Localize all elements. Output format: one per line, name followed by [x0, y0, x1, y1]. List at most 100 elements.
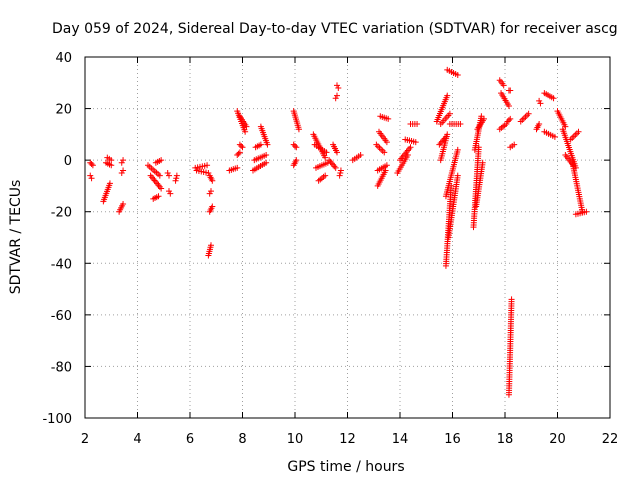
data-point — [322, 172, 329, 179]
data-point — [569, 134, 576, 141]
data-point — [118, 159, 125, 166]
data-point — [446, 110, 453, 117]
data-point — [155, 193, 162, 200]
data-point — [235, 150, 242, 157]
data-point — [290, 141, 297, 148]
x-tick-label: 18 — [497, 432, 514, 447]
data-point — [238, 142, 245, 149]
x-tick-label: 14 — [392, 432, 409, 447]
data-point — [236, 141, 243, 148]
data-point — [379, 147, 386, 154]
data-point — [507, 87, 514, 94]
data-point — [332, 95, 339, 102]
plot-frame — [84, 56, 611, 419]
data-point — [173, 172, 180, 179]
data-point — [524, 112, 531, 119]
data-point — [204, 162, 211, 169]
data-point — [500, 82, 507, 89]
x-axis-label: GPS time / hours — [287, 459, 404, 475]
y-tick-label: -20 — [51, 206, 72, 221]
data-point — [383, 139, 390, 146]
x-tick-label: 8 — [238, 432, 246, 447]
data-point — [87, 172, 94, 179]
data-point — [208, 242, 214, 249]
x-tick-label: 4 — [133, 432, 141, 447]
data-point — [385, 115, 392, 122]
y-tick-label: 40 — [55, 51, 72, 66]
data-point — [357, 151, 364, 158]
data-point — [537, 100, 544, 107]
data-point — [164, 170, 171, 177]
data-point — [583, 208, 590, 215]
data-point — [562, 123, 569, 130]
data-point — [166, 188, 172, 195]
data-point — [205, 170, 212, 177]
data-point — [324, 159, 331, 166]
data-point — [570, 133, 577, 140]
data-point — [575, 128, 582, 135]
data-point — [208, 188, 214, 195]
data-point — [573, 130, 580, 137]
data-point — [373, 141, 380, 148]
x-tick-label: 6 — [186, 432, 194, 447]
data-point — [257, 141, 264, 148]
data-point — [454, 72, 461, 79]
grid — [84, 56, 611, 419]
data-point — [505, 102, 512, 109]
data-point — [444, 92, 451, 99]
data-point — [383, 162, 390, 169]
y-tick-label: -60 — [51, 309, 72, 324]
data-point — [120, 200, 127, 207]
data-point — [407, 144, 414, 151]
data-point — [478, 113, 485, 120]
data-point — [263, 159, 270, 166]
x-tick-label: 12 — [339, 432, 356, 447]
chart-title: Day 059 of 2024, Sidereal Day-to-day VTE… — [52, 21, 618, 37]
data-point — [106, 180, 113, 187]
data-point — [87, 159, 94, 166]
data-point — [454, 146, 461, 153]
data-point — [503, 121, 510, 128]
data-point — [293, 144, 300, 151]
data-point — [156, 172, 163, 179]
data-point — [414, 121, 421, 128]
data-point — [381, 149, 388, 156]
data-point — [242, 128, 249, 135]
data-point — [337, 170, 344, 177]
data-point — [412, 139, 419, 146]
x-tick-label: 16 — [444, 432, 461, 447]
data-point — [263, 151, 270, 158]
data-point — [536, 97, 543, 104]
y-axis-label: SDTVAR / TECUs — [8, 180, 24, 295]
data-point — [332, 164, 339, 171]
data-point — [382, 167, 389, 174]
data-point — [295, 126, 302, 133]
x-tick-label: 20 — [549, 432, 566, 447]
y-tick-label: 0 — [64, 154, 72, 169]
data-point — [454, 172, 461, 179]
data-point — [572, 131, 579, 138]
y-tick-label: 20 — [55, 103, 72, 118]
tick-labels: 2 4 6 8 10 12 14 16 18 20 22 -100 -80 -60 -40 -20 0 20 40 — [42, 51, 618, 447]
data-point — [337, 167, 344, 174]
data-point — [108, 157, 115, 164]
data-point — [328, 160, 335, 167]
data-point — [504, 118, 511, 125]
data-point — [120, 157, 127, 164]
data-point — [243, 123, 250, 130]
data-point — [234, 164, 241, 171]
data-point — [206, 190, 213, 197]
data-point — [322, 154, 329, 161]
data-point — [89, 162, 96, 169]
data-point — [444, 131, 451, 138]
data-point — [236, 149, 243, 156]
data-point — [209, 203, 216, 210]
data-point — [376, 144, 383, 151]
data-point — [507, 115, 514, 122]
data-point — [336, 172, 343, 179]
data-point — [550, 95, 557, 102]
data-point — [457, 121, 464, 128]
data-point — [292, 142, 298, 149]
data-point — [551, 133, 558, 140]
